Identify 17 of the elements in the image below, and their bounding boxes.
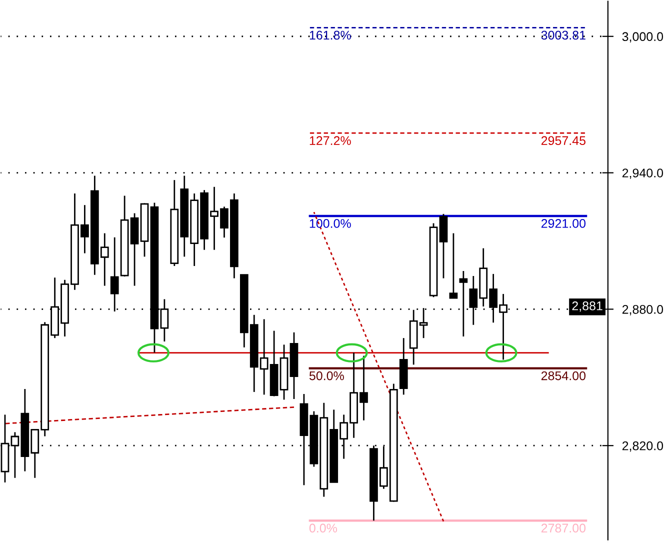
y-tick-label: 2,820.0 [622, 441, 664, 452]
annotation: 50.0% [309, 371, 344, 380]
ref-line-label: 2787.00 [541, 524, 586, 533]
ref-line-label: 2957.45 [541, 136, 586, 146]
annotation: 100.0% [310, 219, 351, 228]
y-tick-label: 2,940.0 [622, 168, 664, 179]
ref-line-label: 2921.00 [541, 219, 586, 228]
annotation: 161.8% [310, 30, 351, 40]
y-tick-label: 3,000.0 [622, 32, 664, 43]
ref-line-label: 3003.81 [541, 30, 586, 40]
candlestick [459, 270, 468, 338]
annotation: 2,881 [572, 301, 602, 312]
annotation: 0.0% [309, 524, 337, 533]
candlestick [449, 232, 458, 299]
ref-line-label: 2854.00 [541, 371, 586, 380]
annotation: 127.2% [310, 136, 351, 145]
y-tick-label: 2,880.0 [622, 304, 664, 316]
